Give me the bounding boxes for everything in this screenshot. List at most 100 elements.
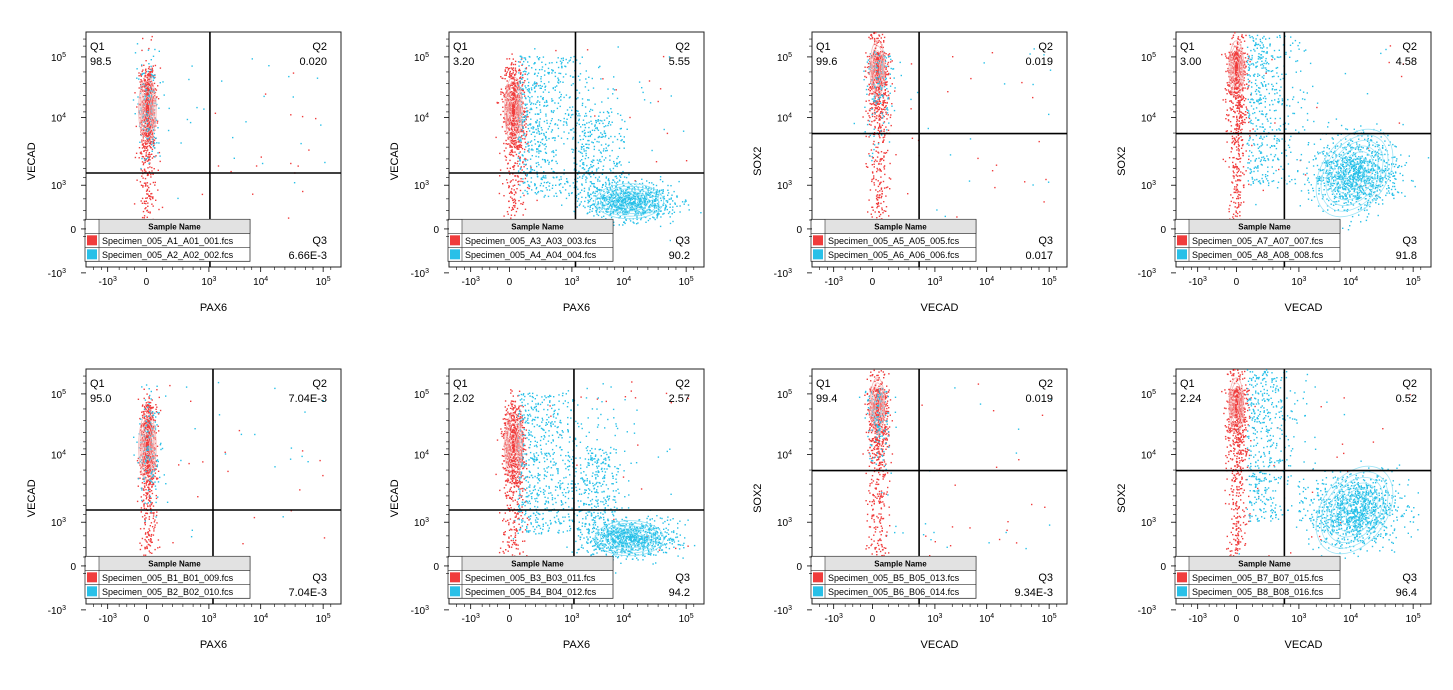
- blue-event-dot: [524, 70, 526, 72]
- scatter-dot: [910, 98, 912, 101]
- blue-event-dot: [881, 77, 884, 79]
- red-event-dot: [509, 119, 512, 121]
- red-event-dot: [510, 121, 512, 123]
- red-event-dot: [511, 98, 514, 100]
- blue-event-dot: [139, 123, 141, 125]
- blue-event-dot: [636, 218, 638, 221]
- blue-event-dot: [563, 131, 565, 133]
- red-event-dot: [511, 192, 513, 194]
- blue-event-dot: [543, 181, 546, 184]
- red-event-dot: [147, 127, 149, 129]
- red-event-dot: [146, 87, 148, 89]
- red-event-dot: [880, 46, 883, 49]
- blue-event-dot: [877, 83, 879, 85]
- red-event-dot: [147, 94, 149, 96]
- red-contour: [504, 76, 523, 143]
- blue-event-dot: [581, 196, 583, 198]
- blue-event-dot: [536, 119, 538, 121]
- blue-event-dot: [873, 128, 875, 130]
- blue-event-dot: [877, 98, 879, 100]
- blue-event-dot: [651, 202, 653, 204]
- blue-event-dot: [610, 193, 612, 195]
- blue-event-dot: [528, 148, 530, 150]
- red-event-dot: [150, 118, 152, 120]
- red-event-dot: [141, 161, 144, 163]
- red-event-dot: [517, 129, 519, 131]
- blue-event-dot: [637, 213, 639, 215]
- blue-event-dot: [660, 189, 663, 191]
- red-event-dot: [516, 82, 518, 84]
- blue-event-dot: [587, 193, 589, 195]
- blue-event-dot: [539, 184, 542, 187]
- red-event-dot: [875, 150, 877, 152]
- red-event-dot: [502, 121, 505, 123]
- red-event-dot: [877, 106, 880, 108]
- red-event-dot: [141, 101, 143, 104]
- blue-event-dot: [551, 69, 553, 71]
- blue-event-dot: [640, 200, 642, 202]
- red-event-dot: [157, 98, 160, 100]
- red-event-dot: [889, 116, 892, 119]
- blue-event-dot: [642, 198, 645, 200]
- blue-event-dot: [539, 87, 541, 89]
- red-event-dot: [152, 119, 155, 121]
- red-event-dot: [505, 147, 507, 149]
- red-event-dot: [149, 71, 152, 73]
- red-event-dot: [524, 141, 527, 144]
- quadrant-q3-value: 90.2: [669, 250, 690, 262]
- blue-event-dot: [585, 196, 587, 199]
- blue-event-dot: [551, 72, 553, 74]
- blue-event-dot: [523, 159, 525, 161]
- blue-event-dot: [581, 184, 583, 186]
- red-event-dot: [870, 62, 872, 64]
- blue-event-dot: [641, 192, 644, 195]
- red-event-dot: [510, 102, 512, 104]
- blue-event-dot: [536, 113, 539, 115]
- x-tick-label: 105: [679, 276, 694, 288]
- blue-event-dot: [533, 139, 536, 141]
- red-event-dot: [152, 76, 154, 78]
- blue-event-dot: [590, 166, 592, 168]
- red-event-dot: [155, 89, 158, 91]
- blue-event-dot: [873, 98, 875, 100]
- red-event-dot: [866, 66, 869, 69]
- blue-event-dot: [620, 192, 622, 194]
- blue-event-dot: [586, 81, 588, 84]
- red-contour: [506, 86, 521, 133]
- red-event-dot: [505, 143, 507, 145]
- blue-event-dot: [579, 203, 581, 205]
- scatter-dot: [261, 162, 264, 165]
- red-event-dot: [141, 49, 143, 52]
- red-event-dot: [146, 173, 149, 175]
- blue-event-dot: [596, 213, 598, 215]
- red-event-dot: [143, 168, 146, 170]
- red-event-dot: [140, 83, 142, 86]
- blue-event-dot: [882, 95, 884, 98]
- red-event-dot: [869, 189, 872, 191]
- blue-event-dot: [603, 148, 605, 150]
- red-event-dot: [155, 199, 157, 201]
- blue-event-dot: [566, 180, 569, 183]
- blue-event-dot: [622, 207, 624, 210]
- blue-event-dot: [597, 167, 600, 169]
- scatter-dot: [916, 91, 919, 94]
- blue-event-dot: [552, 184, 554, 187]
- red-event-dot: [875, 65, 877, 68]
- red-event-dot: [506, 99, 508, 102]
- blue-event-dot: [523, 163, 525, 166]
- red-event-dot: [888, 53, 891, 55]
- red-event-dot: [143, 145, 145, 147]
- blue-event-dot: [588, 147, 590, 149]
- red-event-dot: [872, 93, 874, 95]
- blue-event-dot: [595, 190, 597, 193]
- scatter-dot: [268, 65, 270, 67]
- blue-event-dot: [608, 182, 611, 184]
- red-event-dot: [515, 141, 517, 144]
- red-event-dot: [513, 123, 516, 125]
- blue-event-dot: [588, 139, 590, 142]
- blue-event-dot: [590, 204, 593, 206]
- blue-event-dot: [588, 126, 590, 129]
- blue-event-dot: [873, 100, 875, 102]
- red-event-dot: [142, 210, 145, 213]
- blue-event-dot: [517, 117, 520, 119]
